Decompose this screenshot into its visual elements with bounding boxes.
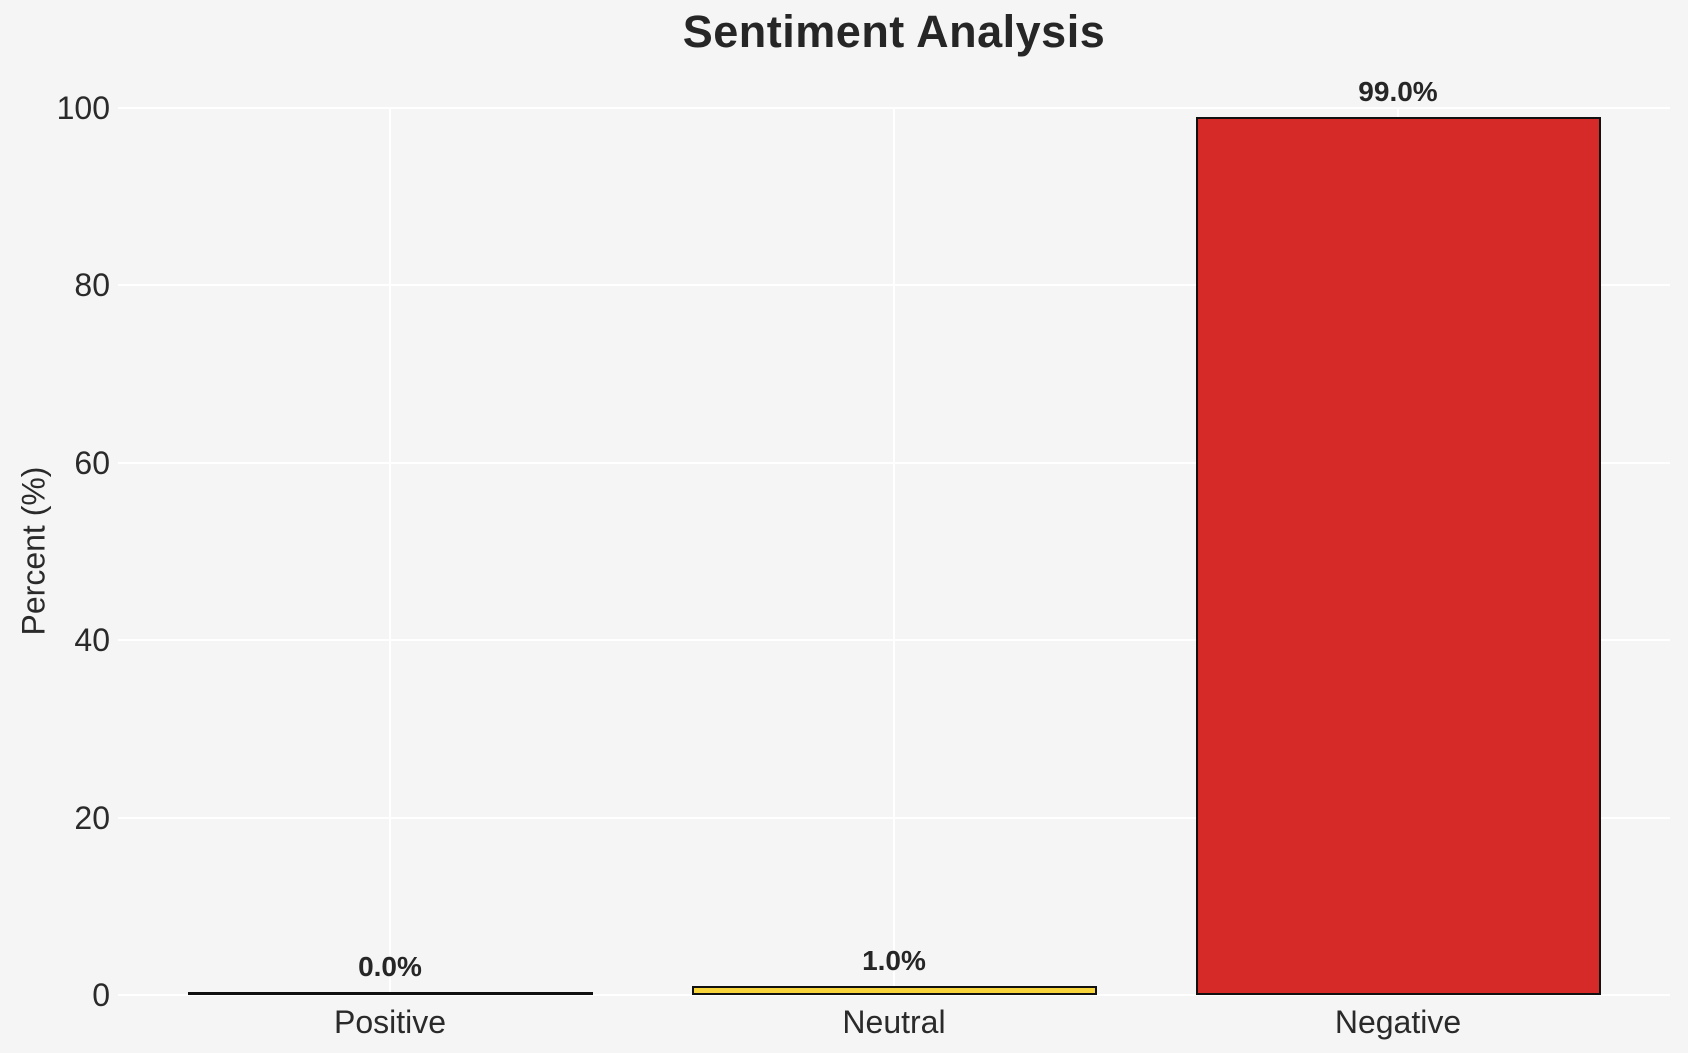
y-tick-label: 0 [92, 977, 110, 1013]
bar-neutral [691, 986, 1097, 995]
y-tick-label: 20 [74, 799, 110, 836]
bar-value-label: 0.0% [358, 951, 422, 982]
bar-value-label: 1.0% [862, 945, 926, 977]
x-tick-label-neutral: Neutral [842, 1004, 946, 1040]
chart-title: Sentiment Analysis [682, 6, 1106, 57]
y-tick-label: 60 [74, 444, 110, 481]
y-axis-label-text: Percent (%) [15, 466, 52, 636]
gridline-horizontal [118, 994, 1670, 996]
y-tick-label: 100 [56, 90, 110, 126]
y-tick-label: 40 [74, 622, 110, 659]
x-tick-label-negative: Negative [1334, 1004, 1462, 1040]
y-tick-label: 80 [74, 267, 110, 304]
plot-area: 0.0% 1.0% 99.0% [118, 76, 1670, 996]
gridline-vertical [893, 108, 895, 995]
bar-positive [187, 992, 593, 995]
bar-negative [1195, 117, 1601, 995]
gridline-vertical [389, 108, 391, 995]
bar-value-label: 99.0% [1358, 75, 1438, 107]
x-tick-label-positive: Positive [333, 1004, 447, 1040]
